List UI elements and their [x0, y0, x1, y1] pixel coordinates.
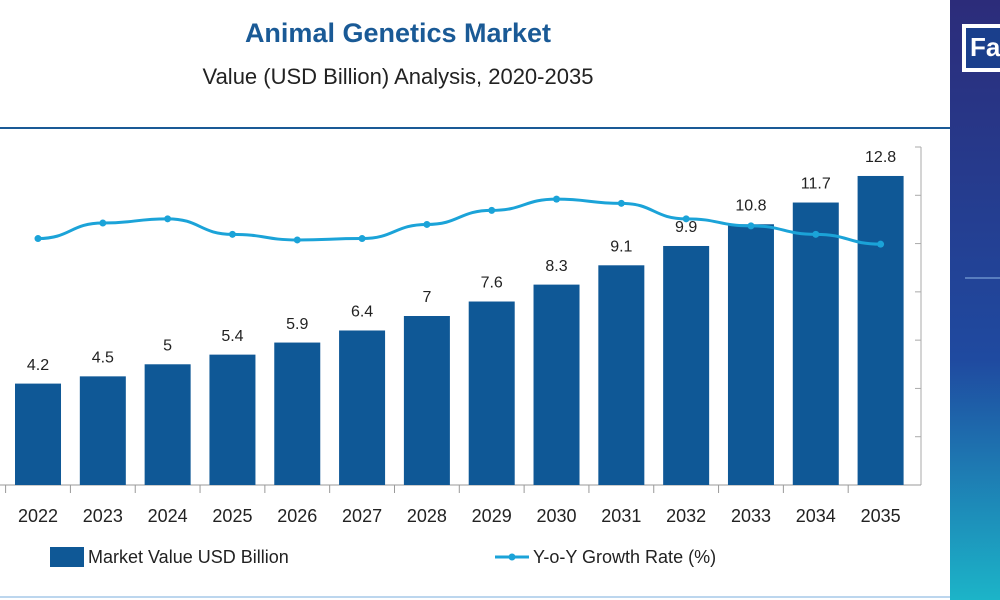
value-label: 6.4 — [351, 304, 373, 321]
bar — [274, 342, 321, 485]
growth-point — [553, 195, 561, 203]
bar — [533, 284, 580, 485]
bar — [15, 383, 62, 485]
x-tick-label: 2035 — [861, 506, 901, 526]
x-tick-label: 2034 — [796, 506, 836, 526]
bar — [403, 316, 450, 485]
value-label: 9.9 — [675, 219, 697, 236]
value-label: 4.2 — [27, 357, 49, 374]
growth-point — [682, 215, 690, 223]
side-panel — [950, 0, 1000, 600]
growth-point — [617, 199, 625, 207]
growth-point — [812, 230, 820, 238]
value-label: 9.1 — [610, 239, 632, 256]
logo-inner — [966, 28, 1000, 68]
bar — [663, 245, 710, 485]
value-label: 5.4 — [221, 328, 243, 345]
growth-point — [358, 235, 366, 243]
growth-point — [488, 206, 496, 214]
x-tick-label: 2028 — [407, 506, 447, 526]
x-tick-label: 2025 — [212, 506, 252, 526]
chart-subtitle: Value (USD Billion) Analysis, 2020-2035 — [203, 64, 594, 89]
x-tick-label: 2031 — [601, 506, 641, 526]
growth-point — [423, 220, 431, 228]
bar — [468, 301, 515, 485]
bar — [79, 376, 126, 485]
x-tick-label: 2032 — [666, 506, 706, 526]
value-label: 4.5 — [92, 350, 114, 367]
x-tick-label: 2023 — [83, 506, 123, 526]
logo-text: Fa — [970, 32, 1000, 62]
legend-swatch-dot — [508, 553, 516, 561]
value-label: 8.3 — [545, 258, 567, 275]
x-tick-label: 2029 — [472, 506, 512, 526]
value-label: 7.6 — [481, 275, 503, 292]
growth-point — [877, 240, 885, 248]
value-label: 7 — [422, 289, 431, 306]
growth-point — [164, 215, 172, 223]
legend-label: Y-o-Y Growth Rate (%) — [533, 547, 716, 567]
value-label: 10.8 — [735, 197, 766, 214]
growth-point — [293, 236, 301, 244]
x-tick-label: 2026 — [277, 506, 317, 526]
value-label: 5 — [163, 338, 172, 355]
growth-point — [228, 230, 236, 238]
x-tick-label: 2022 — [18, 506, 58, 526]
legend-swatch — [50, 547, 84, 567]
growth-line — [38, 197, 881, 246]
bar — [727, 224, 774, 485]
value-label: 12.8 — [865, 149, 896, 166]
growth-point — [747, 222, 755, 230]
bar — [857, 175, 904, 485]
bar — [339, 330, 386, 485]
x-tick-label: 2024 — [148, 506, 188, 526]
x-tick-label: 2033 — [731, 506, 771, 526]
growth-point — [99, 219, 107, 227]
x-tick-label: 2027 — [342, 506, 382, 526]
bar — [598, 265, 645, 485]
growth-point — [34, 235, 42, 243]
legend-label: Market Value USD Billion — [88, 547, 289, 567]
bar — [792, 202, 839, 485]
value-label: 11.7 — [801, 176, 831, 193]
x-tick-label: 2030 — [536, 506, 576, 526]
chart-title: Animal Genetics Market — [245, 18, 551, 48]
value-label: 5.9 — [286, 316, 308, 333]
bar — [144, 364, 191, 485]
bar — [209, 354, 256, 485]
